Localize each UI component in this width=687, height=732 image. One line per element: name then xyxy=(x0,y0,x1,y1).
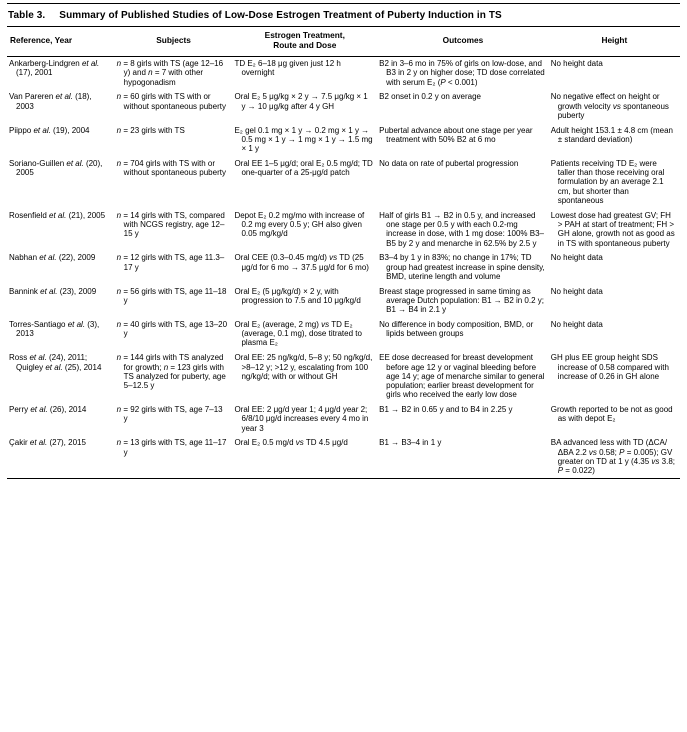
cell-reference: Ankarberg-Lindgren et al. (17), 2001 xyxy=(9,59,100,78)
table-row: Ankarberg-Lindgren et al. (17), 2001 n = … xyxy=(7,56,680,90)
cell-treatment: TD E₂ 6–18 μg given just 12 h overnight xyxy=(234,59,341,78)
cell-reference: Nabhan et al. (22), 2009 xyxy=(9,253,96,263)
table-body: Ankarberg-Lindgren et al. (17), 2001 n = … xyxy=(7,56,680,479)
cell-outcomes: B2 in 3–6 mo in 75% of girls on low-dose… xyxy=(379,59,545,87)
table-row: Nabhan et al. (22), 2009 n = 12 girls wit… xyxy=(7,251,680,284)
cell-subjects: n = 704 girls with TS with or without sp… xyxy=(116,158,226,178)
cell-height: No height data xyxy=(550,319,603,329)
cell-subjects: n = 14 girls with TS, compared with NCGS… xyxy=(116,210,225,239)
table-caption: Summary of Published Studies of Low-Dose… xyxy=(59,10,502,21)
studies-table: Reference, Year Subjects Estrogen Treatm… xyxy=(7,26,680,480)
col-header-outcomes: Outcomes xyxy=(377,26,549,57)
cell-treatment: Oral EE: 2 μg/d year 1; 4 μg/d year 2; 6… xyxy=(234,405,369,433)
cell-height: No negative effect on height or growth v… xyxy=(550,92,669,120)
table-row: Rosenfield et al. (21), 2005 n = 14 girls… xyxy=(7,208,680,251)
cell-treatment: E₂ gel 0.1 mg × 1 y → 0.2 mg × 1 y → 0.5… xyxy=(234,125,373,154)
cell-subjects: n = 92 girls with TS, age 7–13 y xyxy=(116,405,223,424)
cell-height: Adult height 153.1 ± 4.8 cm (mean ± stan… xyxy=(550,125,673,144)
cell-outcomes: EE dose decreased for breast development… xyxy=(379,353,545,400)
cell-subjects: n = 60 girls with TS with or without spo… xyxy=(116,92,226,111)
cell-outcomes: No difference in body composition, BMD, … xyxy=(379,319,534,339)
cell-height: Growth reported to be not as good as wit… xyxy=(550,405,673,424)
col-header-estrogen-treatment: Estrogen Treatment, Route and Dose xyxy=(232,26,378,57)
cell-height: Lowest dose had greatest GV; FH > PAH at… xyxy=(550,210,675,248)
cell-reference: Bannink et al. (23), 2009 xyxy=(9,286,97,296)
cell-outcomes: Breast stage progressed in same timing a… xyxy=(379,286,544,315)
cell-height: No height data xyxy=(550,286,603,296)
col-header-subjects: Subjects xyxy=(114,26,233,57)
table-row: Ross et al. (24), 2011; Quigley et al. (… xyxy=(7,351,680,403)
cell-subjects: n = 8 girls with TS (age 12–16 y) and n … xyxy=(116,59,224,87)
cell-treatment: Oral E₂ (average, 2 mg) vs TD E₂ (averag… xyxy=(234,319,362,348)
table-title: Table 3. Summary of Published Studies of … xyxy=(7,8,680,26)
cell-reference: Ross et al. (24), 2011; Quigley et al. (… xyxy=(9,353,102,372)
cell-reference: Rosenfield et al. (21), 2005 xyxy=(9,210,106,220)
cell-reference: Piippo et al. (19), 2004 xyxy=(9,125,90,135)
table-row: Perry et al. (26), 2014 n = 92 girls with… xyxy=(7,403,680,436)
cell-height: No height data xyxy=(550,59,603,69)
cell-treatment: Oral CEE (0.3–0.45 mg/d) vs TD (25 μg/d … xyxy=(234,253,369,272)
cell-outcomes: B1 → B3–4 in 1 y xyxy=(379,438,442,448)
col-header-height: Height xyxy=(548,26,680,57)
cell-outcomes: No data on rate of pubertal progression xyxy=(379,158,519,168)
cell-outcomes: B2 onset in 0.2 y on average xyxy=(379,92,481,102)
table-row: Van Pareren et al. (18), 2003 n = 60 girl… xyxy=(7,90,680,123)
cell-subjects: n = 23 girls with TS xyxy=(116,125,185,135)
header-row: Reference, Year Subjects Estrogen Treatm… xyxy=(7,26,680,57)
cell-subjects: n = 56 girls with TS, age 11–18 y xyxy=(116,286,227,305)
cell-subjects: n = 144 girls with TS analyzed for growt… xyxy=(116,353,226,391)
table-number: Table 3. xyxy=(8,10,46,21)
cell-reference: Torres-Santiago et al. (3), 2013 xyxy=(9,319,100,339)
cell-reference: Çakir et al. (27), 2015 xyxy=(9,438,86,448)
cell-treatment: Oral EE: 25 ng/kg/d, 5–8 y; 50 ng/kg/d, … xyxy=(234,353,373,381)
table-row: Bannink et al. (23), 2009 n = 56 girls wi… xyxy=(7,284,680,317)
cell-treatment: Depot E₂ 0.2 mg/mo with increase of 0.2 … xyxy=(234,210,365,239)
cell-outcomes: B3–4 by 1 y in 83%; no change in 17%; TD… xyxy=(379,253,545,281)
cell-height: BA advanced less with TD (ΔCA/ΔBA 2.2 vs… xyxy=(550,438,675,476)
table-row: Çakir et al. (27), 2015 n = 13 girls with… xyxy=(7,436,680,479)
cell-subjects: n = 12 girls with TS, age 11.3–17 y xyxy=(116,253,225,272)
cell-height: No height data xyxy=(550,253,603,263)
cell-outcomes: Pubertal advance about one stage per yea… xyxy=(379,125,533,144)
cell-reference: Van Pareren et al. (18), 2003 xyxy=(9,92,92,111)
cell-height: Patients receiving TD E₂ were taller tha… xyxy=(550,158,665,206)
col-header-reference-year: Reference, Year xyxy=(7,26,115,57)
table-row: Piippo et al. (19), 2004 n = 23 girls wit… xyxy=(7,123,680,156)
cell-reference: Perry et al. (26), 2014 xyxy=(9,405,87,415)
cell-treatment: Oral EE 1–5 μg/d; oral E₂ 0.5 mg/d; TD o… xyxy=(234,158,373,178)
cell-outcomes: B1 → B2 in 0.65 y and to B4 in 2.25 y xyxy=(379,405,513,415)
cell-treatment: Oral E₂ 0.5 mg/d vs TD 4.5 μg/d xyxy=(234,438,348,448)
cell-outcomes: Half of girls B1 → B2 in 0.5 y, and incr… xyxy=(379,210,544,248)
cell-treatment: Oral E₂ 5 μg/kg × 2 y → 7.5 μg/kg × 1 y … xyxy=(234,92,368,111)
top-rule xyxy=(7,3,680,4)
table-row: Soriano-Guillen et al. (20), 2005 n = 704… xyxy=(7,156,680,208)
cell-subjects: n = 13 girls with TS, age 11–17 y xyxy=(116,438,227,457)
cell-treatment: Oral E₂ (5 μg/kg/d) × 2 y, with progress… xyxy=(234,286,361,305)
cell-height: GH plus EE group height SDS increase of … xyxy=(550,353,669,381)
cell-reference: Soriano-Guillen et al. (20), 2005 xyxy=(9,158,103,178)
table-row: Torres-Santiago et al. (3), 2013 n = 40 g… xyxy=(7,317,680,350)
cell-subjects: n = 40 girls with TS, age 13–20 y xyxy=(116,319,228,339)
